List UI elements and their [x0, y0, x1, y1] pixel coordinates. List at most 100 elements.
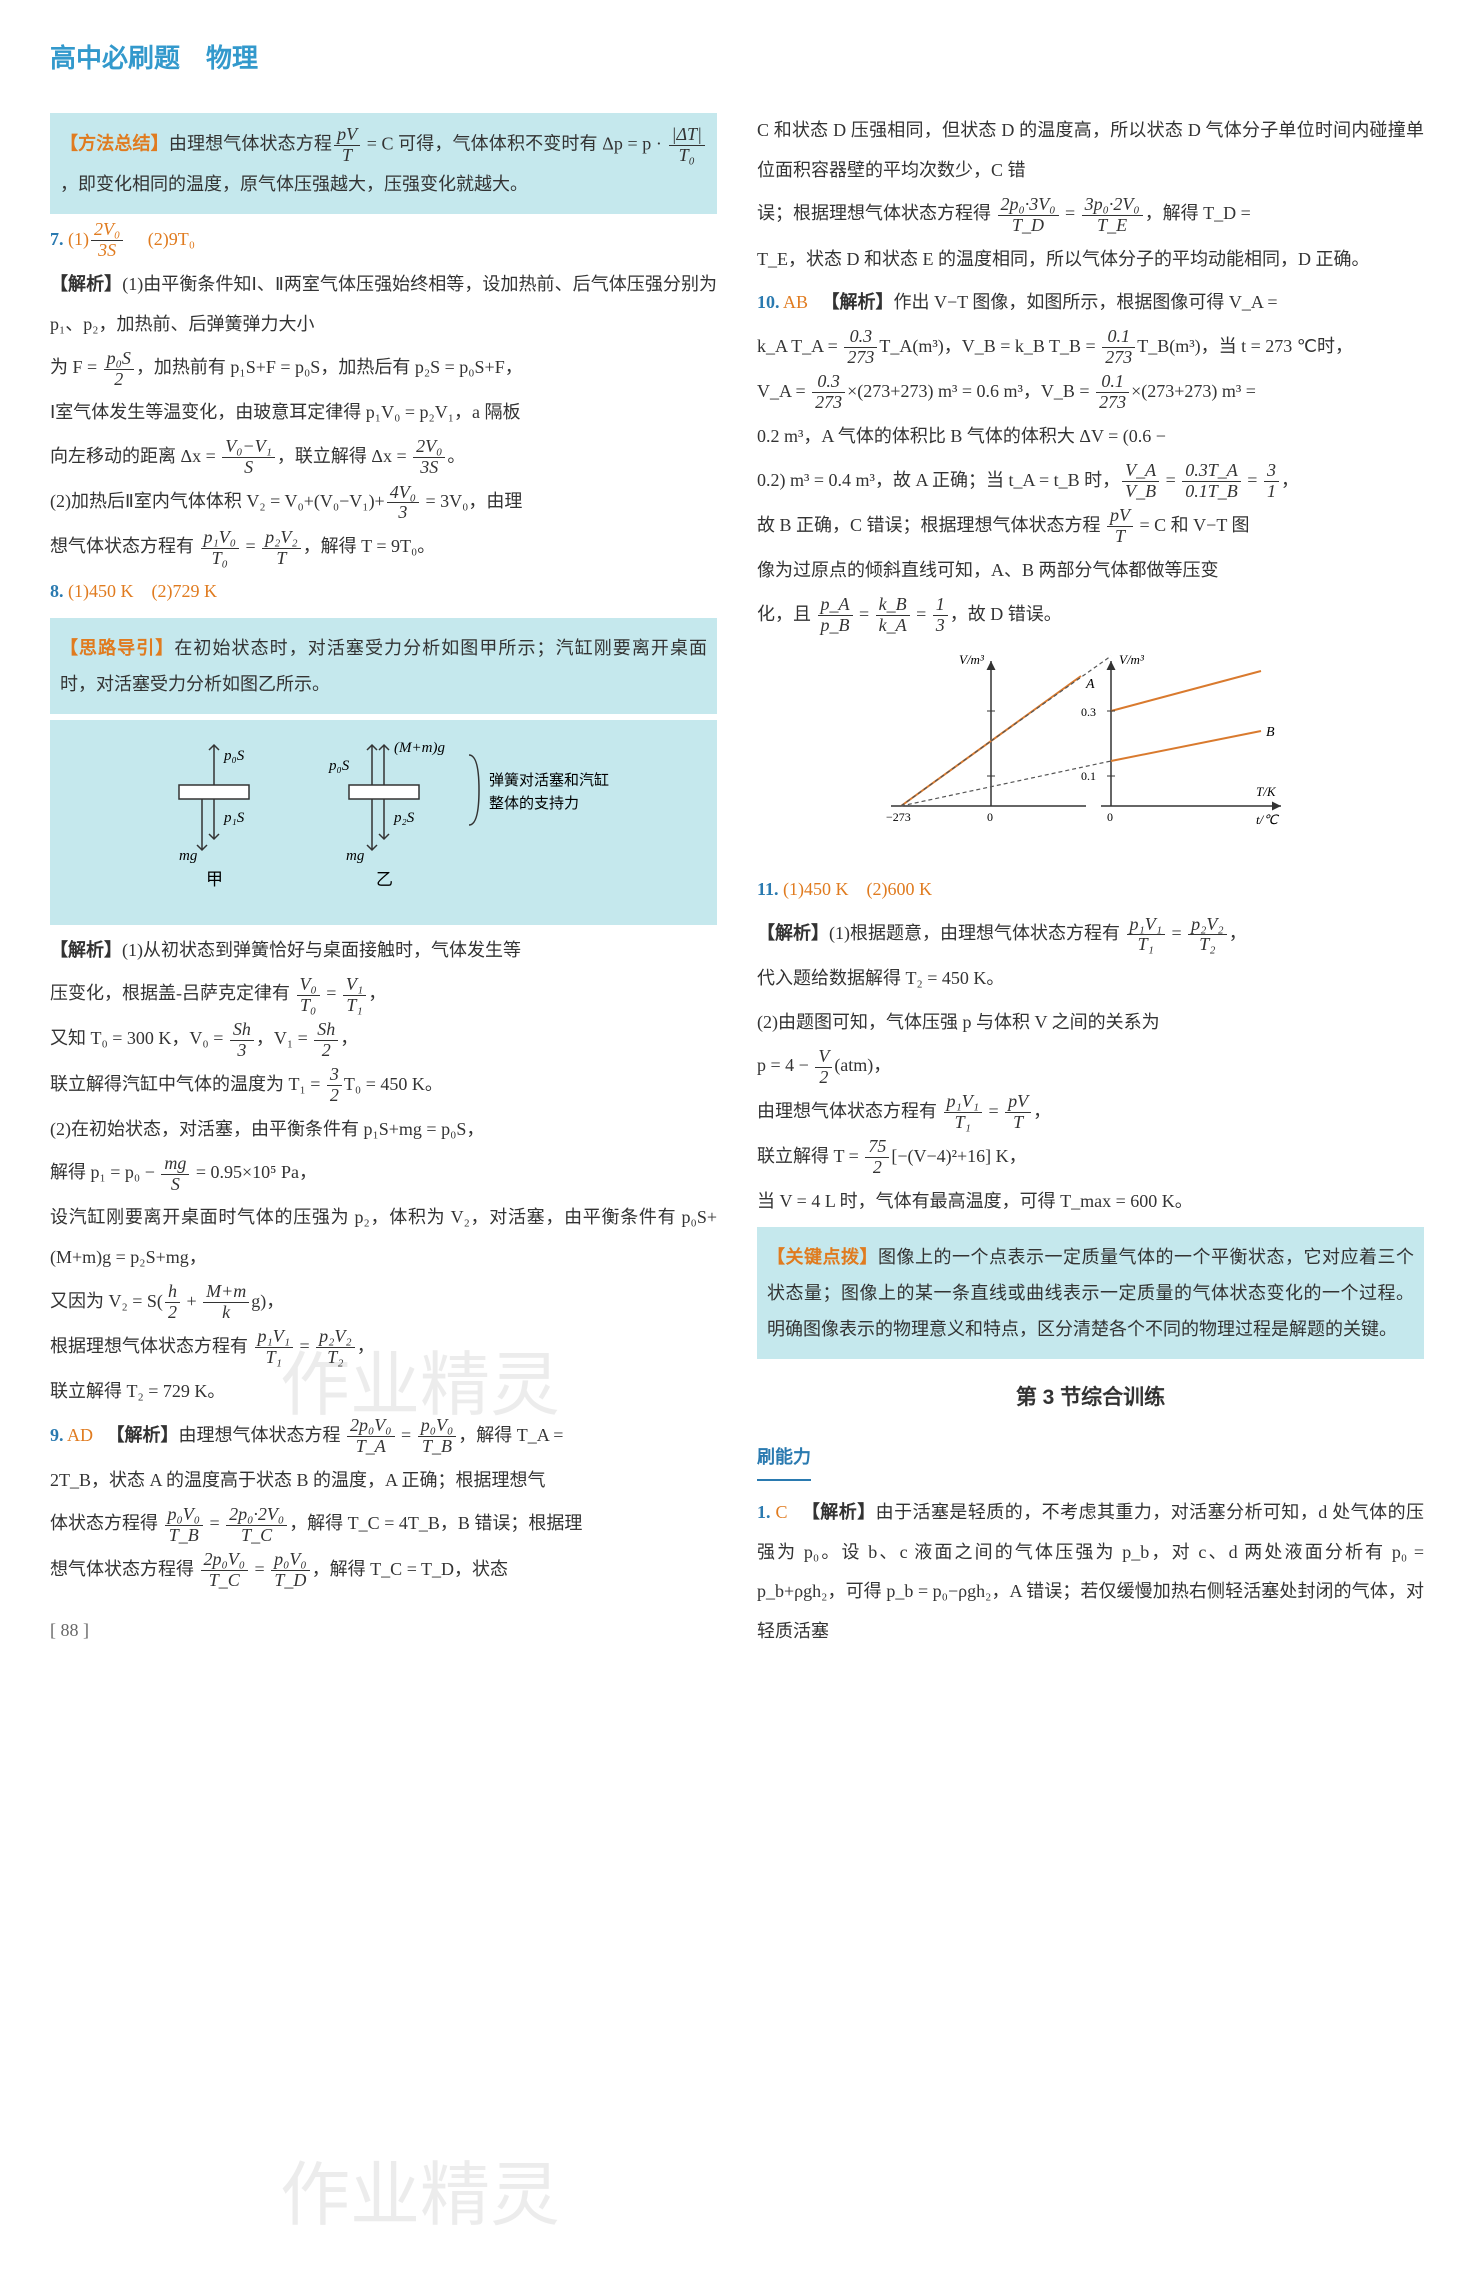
d: T₁ — [343, 996, 366, 1016]
t: 化，且 — [757, 604, 816, 624]
d: T₁ — [1127, 935, 1166, 955]
lbl: 甲 — [206, 870, 223, 889]
d: 2 — [165, 1303, 180, 1323]
t: 由理想气体状态方程 — [179, 1425, 346, 1445]
right-column: C 和状态 D 压强相同，但状态 D 的温度高，所以状态 D 气体分子单位时间内… — [757, 107, 1424, 1655]
q10-p6: 故 B 正确，C 错误；根据理想气体状态方程 pVT = C 和 V−T 图 — [757, 506, 1424, 547]
q8-p6: 解得 p₁ = p₀ − mgS = 0.95×10⁵ Pa， — [50, 1153, 717, 1194]
lbl: mg — [346, 848, 365, 864]
q9-p3: 体状态方程得 p₀V₀T_B = 2p₀·2V₀T_C，解得 T_C = 4T_… — [50, 1504, 717, 1545]
t: = — [241, 536, 260, 556]
q1-head: 1. C 【解析】由于活塞是轻质的，不考虑其重力，对活塞分析可知，d 处气体的压… — [757, 1493, 1424, 1651]
q11-p5: 由理想气体状态方程有 p₁V₁T₁ = pVT， — [757, 1092, 1424, 1133]
q11-p7: 当 V = 4 L 时，气体有最高温度，可得 T_max = 600 K。 — [757, 1182, 1424, 1222]
t: ， — [340, 1028, 358, 1048]
lbl: 整体的支持力 — [489, 795, 579, 812]
n: 2V₀ — [413, 437, 445, 458]
q11-p6: 联立解得 T = 752[−(V−4)²+16] K， — [757, 1137, 1424, 1178]
lbl: 乙 — [376, 870, 393, 889]
al: 【解析】 — [811, 1502, 876, 1522]
n: 2V₀ — [91, 220, 123, 241]
d: T₁ — [255, 1348, 294, 1368]
diagram-svg: p₀S p₁S mg 甲 (M+m)g p₀S p₂S mg 乙 弹簧对活塞和汽… — [124, 730, 644, 900]
d: T_D — [998, 216, 1059, 236]
d: 273 — [1096, 393, 1129, 413]
graph-svg: V/m³ V/m³ A B 0.3 0.1 −273 0 0 T/K t/℃ — [881, 646, 1301, 846]
d: T₂ — [1188, 935, 1227, 955]
t: = — [855, 604, 874, 624]
q8-p4: 联立解得汽缸中气体的温度为 T₁ = 32T₀ = 450 K。 — [50, 1065, 717, 1106]
t: 体状态方程得 — [50, 1513, 163, 1533]
t: T₀ = 450 K。 — [344, 1074, 443, 1094]
n: 2p₀·3V₀ — [998, 195, 1059, 216]
d: 2 — [815, 1068, 832, 1088]
q7-p6: 想气体状态方程有 p₁V₀T₀ = p₂V₂T，解得 T = 9T₀。 — [50, 527, 717, 568]
force-diagram: p₀S p₁S mg 甲 (M+m)g p₀S p₂S mg 乙 弹簧对活塞和汽… — [50, 720, 717, 925]
t: = C 可得，气体体积不变时有 Δp = p · — [362, 134, 666, 154]
d: 2 — [104, 370, 134, 390]
n: p₂V₂ — [316, 1327, 355, 1348]
q8-p3: 又知 T₀ = 300 K，V₀ = Sh3，V₁ = Sh2， — [50, 1019, 717, 1060]
n: pV — [1005, 1092, 1031, 1113]
q8-p5: (2)在初始状态，对活塞，由平衡条件有 p₁S+mg = p₀S， — [50, 1110, 717, 1150]
n: k_B — [876, 595, 910, 616]
n: Sh — [314, 1020, 338, 1041]
n: p₀V₀ — [418, 1416, 457, 1437]
t: ，解得 T_D = — [1145, 203, 1251, 223]
n: h — [165, 1282, 180, 1303]
t: 联立解得 T = — [757, 1146, 863, 1166]
q7-p4: 向左移动的距离 Δx = V₀−V₁S，联立解得 Δx = 2V₀3S。 — [50, 437, 717, 478]
d: T₀ — [669, 146, 705, 166]
guide-box: 【思路导引】在初始状态时，对活塞受力分析如图甲所示；汽缸刚要离开桌面时，对活塞受… — [50, 618, 717, 714]
n: 2p₀V₀ — [347, 1416, 395, 1437]
t: 。 — [447, 446, 465, 466]
t: = — [984, 1101, 1003, 1121]
t: ， — [1229, 923, 1247, 943]
lbl: p₀S — [328, 758, 350, 774]
t: = — [322, 983, 341, 1003]
d: 3 — [230, 1041, 254, 1061]
d: 273 — [844, 348, 877, 368]
q8-p2: 压变化，根据盖-吕萨克定律有 V₀T₀ = V₁T₁， — [50, 974, 717, 1015]
key-text: 【关键点拨】图像上的一个点表示一定质量气体的一个平衡状态，它对应着三个状态量；图… — [767, 1239, 1414, 1347]
yl: V/m³ — [1119, 652, 1145, 667]
q8-p7: 设汽缸刚要离开桌面时气体的压强为 p₂，体积为 V₂，对活塞，由平衡条件有 p₀… — [50, 1198, 717, 1277]
q7-p3: Ⅰ室气体发生等温变化，由玻意耳定律得 p₁V₀ = p₂V₁，a 隔板 — [50, 393, 717, 433]
xt: 0 — [1107, 810, 1113, 824]
t: 为 F = — [50, 357, 102, 377]
n: p₁V₁ — [255, 1327, 294, 1348]
t: (1)从初状态到弹簧恰好与桌面接触时，气体发生等 — [122, 940, 521, 960]
t: 作出 V−T 图像，如图所示，根据图像可得 V_A = — [894, 292, 1278, 312]
q10-p3: V_A = 0.3273×(273+273) m³ = 0.6 m³，V_B =… — [757, 372, 1424, 413]
t: = — [250, 1559, 269, 1579]
q11-head: 11. (1)450 K (2)600 K — [757, 870, 1424, 910]
t: ， — [368, 983, 386, 1003]
q10-p8: 化，且 p_Ap_B = k_Bk_A = 13，故 D 错误。 — [757, 595, 1424, 636]
d: T₁ — [944, 1113, 983, 1133]
vt-graph: V/m³ V/m³ A B 0.3 0.1 −273 0 0 T/K t/℃ — [757, 646, 1424, 861]
d: T_C — [226, 1526, 287, 1546]
d: 3 — [387, 503, 419, 523]
a: AB — [783, 292, 808, 312]
section-3-title: 第 3 节综合训练 — [757, 1375, 1424, 1421]
t: (atm)， — [834, 1055, 891, 1075]
d: S — [222, 458, 275, 478]
n: p_A — [818, 595, 853, 616]
n: 0.3 — [844, 327, 877, 348]
t: T_B(m³)，当 t = 273 ℃时， — [1137, 336, 1353, 356]
answer: (1)450 K (2)729 K — [68, 581, 217, 601]
guide-text: 【思路导引】在初始状态时，对活塞受力分析如图甲所示；汽缸刚要离开桌面时，对活塞受… — [60, 630, 707, 702]
l: (2) — [148, 229, 169, 249]
page-number: [ 88 ] — [50, 1611, 717, 1651]
d: 273 — [1102, 348, 1135, 368]
page-title: 高中必刷题 物理 — [50, 30, 1424, 87]
q7-analysis-1: 【解析】(1)由平衡条件知Ⅰ、Ⅱ两室气体压强始终相等，设加热前、后气体压强分别为… — [50, 265, 717, 344]
q10-p4: 0.2 m³，A 气体的体积比 B 气体的体积大 ΔV = (0.6 − — [757, 417, 1424, 457]
d: 0.1T_B — [1182, 482, 1241, 502]
d: T_A — [347, 1437, 395, 1457]
n: V₀ — [297, 975, 320, 996]
d: 273 — [812, 393, 845, 413]
qn: 10. — [757, 292, 780, 312]
method-text: 【方法总结】由理想气体状态方程pVT = C 可得，气体体积不变时有 Δp = … — [60, 125, 707, 202]
qn: 1. — [757, 1502, 771, 1522]
